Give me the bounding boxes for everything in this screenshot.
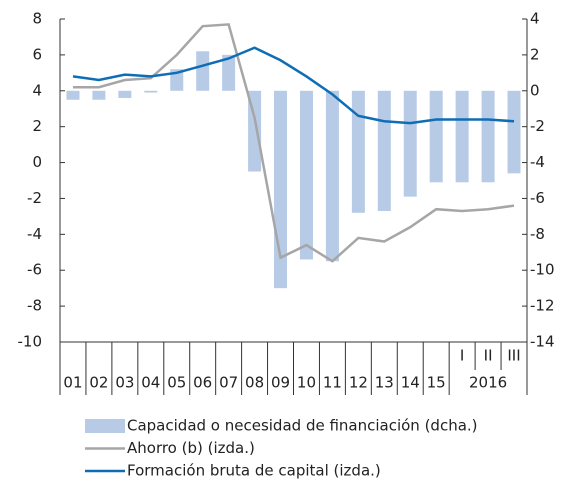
- bar: [118, 90, 132, 98]
- legend-label: Formación bruta de capital (izda.): [127, 462, 381, 480]
- bar: [196, 51, 210, 91]
- y-tick-label: 0: [32, 153, 42, 171]
- y-tick-label: 8: [32, 10, 42, 28]
- y2-tick-label: -8: [530, 225, 545, 243]
- bar: [92, 90, 106, 100]
- y-tick-label: -8: [27, 297, 42, 315]
- x-group-label: 2016: [469, 374, 507, 392]
- x-tick-label: 02: [89, 374, 108, 392]
- bar: [222, 54, 236, 91]
- x-tick-label: 15: [427, 374, 446, 392]
- x-tick-label: 08: [245, 374, 264, 392]
- x-tick-label: 05: [167, 374, 186, 392]
- bar: [455, 90, 469, 183]
- bar: [507, 90, 521, 174]
- y-tick-label: 2: [32, 117, 42, 135]
- line-series: [72, 23, 515, 263]
- y2-tick-label: 4: [530, 10, 540, 28]
- bar: [248, 90, 262, 172]
- y2-tick-label: 0: [530, 81, 540, 99]
- bar: [144, 90, 158, 93]
- bar: [429, 90, 443, 183]
- x-tick-label: 07: [219, 374, 238, 392]
- x-tick-label: I: [460, 347, 464, 365]
- legend-swatch: [85, 419, 125, 433]
- y2-tick-label: -12: [530, 297, 555, 315]
- bar: [351, 90, 365, 213]
- bar: [377, 90, 391, 212]
- bar: [66, 90, 80, 100]
- x-tick-label: 10: [297, 374, 316, 392]
- bar: [299, 90, 313, 260]
- x-tick-label: III: [507, 347, 520, 365]
- y2-tick-label: -14: [530, 333, 555, 351]
- x-tick-label: 03: [115, 374, 134, 392]
- y-tick-label: -4: [27, 225, 42, 243]
- y2-tick-label: -2: [530, 117, 545, 135]
- x-tick-label: 06: [193, 374, 212, 392]
- line-series: [72, 46, 515, 125]
- legend-label: Capacidad o necesidad de financiación (d…: [127, 417, 478, 435]
- x-tick-label: 01: [63, 374, 82, 392]
- x-tick-label: II: [484, 347, 493, 365]
- bar: [325, 90, 339, 262]
- x-tick-label: 09: [271, 374, 290, 392]
- x-tick-label: 14: [401, 374, 420, 392]
- y2-tick-label: -10: [530, 261, 555, 279]
- y2-tick-label: 2: [530, 45, 540, 63]
- x-tick-label: 04: [141, 374, 160, 392]
- y-tick-label: -2: [27, 189, 42, 207]
- y-tick-label: 4: [32, 81, 42, 99]
- x-tick-label: 12: [349, 374, 368, 392]
- x-tick-label: 11: [323, 374, 342, 392]
- y2-tick-label: -6: [530, 189, 545, 207]
- y-tick-label: -10: [18, 333, 43, 351]
- y2-tick-label: -4: [530, 153, 545, 171]
- bar: [403, 90, 417, 197]
- bar: [170, 69, 184, 91]
- x-tick-label: 13: [375, 374, 394, 392]
- bar: [481, 90, 495, 183]
- y-tick-label: -6: [27, 261, 42, 279]
- y-tick-label: 6: [32, 45, 42, 63]
- legend-label: Ahorro (b) (izda.): [127, 439, 255, 457]
